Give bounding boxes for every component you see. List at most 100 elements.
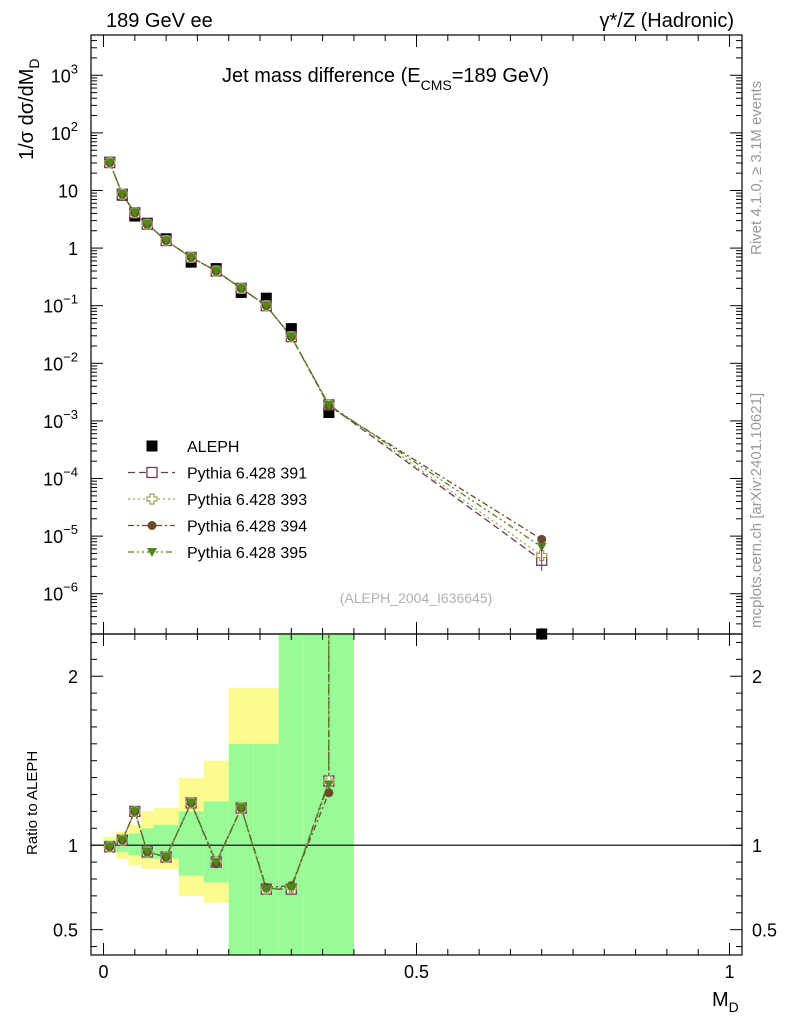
ratio-mc-point	[142, 847, 153, 857]
main-title: Jet mass difference (ECMS=189 GeV)	[222, 65, 549, 93]
main-y-tick-label: 10−6	[43, 580, 78, 605]
main-y-tick-label-exponent: −5	[63, 522, 78, 537]
marker-triangle	[286, 332, 297, 342]
main-y-tick-label-base: 10	[43, 354, 63, 374]
main-y-tick-label-base: 10	[43, 297, 63, 317]
main-mc-point	[142, 220, 153, 230]
x-tick-label: 1	[724, 962, 734, 982]
marker-triangle	[129, 208, 140, 218]
marker-circle	[324, 788, 334, 798]
main-y-axis-label: 1/σ dσ/dMD	[16, 58, 42, 160]
marker-triangle	[142, 847, 153, 857]
ratio-series-markers	[104, 775, 335, 895]
main-mc-point	[211, 267, 222, 277]
main-y-tick-label-base: 1	[68, 239, 78, 259]
main-y-tick-label: 10−2	[43, 349, 78, 374]
main-y-tick-label-exponent: −2	[63, 349, 78, 364]
ratio-series-line	[109, 780, 330, 890]
main-y-tick-label: 10	[58, 181, 78, 201]
rivet-version-label: Rivet 4.1.0, ≥ 3.1M events	[748, 81, 765, 255]
ratio-mc-point	[129, 807, 140, 817]
marker-triangle	[161, 236, 172, 246]
marker-triangle	[236, 284, 247, 294]
main-y-tick-label: 10−1	[43, 292, 78, 317]
marker-square	[260, 292, 272, 304]
marker-square	[146, 440, 158, 452]
mcplots-label: mcplots.cern.ch [arXiv:2401.10621]	[748, 393, 765, 628]
marker-triangle	[211, 267, 222, 277]
x-axis-label: MD	[712, 989, 739, 1015]
ratio-mc-point	[211, 858, 222, 868]
main-mc-point	[161, 236, 172, 246]
marker-triangle	[129, 807, 140, 817]
x-axis-label-subscript: D	[729, 999, 739, 1015]
main-title-end: =189 GeV)	[452, 65, 549, 87]
legend-label: Pythia 6.428 391	[187, 466, 307, 483]
main-y-axis-label-subscript: D	[26, 58, 42, 68]
marker-triangle	[286, 883, 297, 893]
main-y-tick-label: 10−5	[43, 522, 78, 547]
ratio-y-axis-label: Ratio to ALEPH	[24, 751, 41, 855]
marker-triangle	[117, 190, 128, 200]
main-mc-point	[104, 158, 115, 168]
main-series-markers	[104, 156, 548, 640]
marker-triangle	[186, 798, 197, 808]
ratio-panel: 0.5 0.5 1 1 2 2 0 0.5 1	[53, 633, 777, 982]
legend-marker	[146, 466, 158, 479]
main-y-tick-label-exponent: −6	[63, 580, 78, 595]
ratio-mc-point	[323, 780, 334, 790]
main-y-tick-label-exponent: −3	[63, 407, 78, 422]
main-y-tick-label: 103	[51, 61, 78, 86]
main-mc-point	[129, 208, 140, 218]
marker-triangle	[236, 804, 247, 814]
main-y-tick-label: 102	[51, 119, 78, 144]
ratio-y-tick-label-right: 1	[752, 836, 762, 856]
main-y-tick-label-base: 10	[51, 66, 71, 86]
ratio-mc-point	[324, 788, 334, 798]
ratio-y-tick-label: 0.5	[53, 921, 78, 941]
main-y-tick-label-base: 10	[43, 470, 63, 490]
marker-triangle	[104, 842, 115, 852]
legend-marker	[147, 521, 157, 530]
marker-circle	[147, 521, 157, 530]
analysis-watermark: (ALEPH_2004_I636645)	[340, 590, 493, 606]
legend-label: Pythia 6.428 395	[187, 545, 307, 562]
ratio-uncertainty-bands	[103, 634, 354, 955]
main-y-tick-label-base: 10	[43, 585, 63, 605]
main-y-axis-label-text: 1/σ dσ/dM	[16, 69, 38, 160]
main-data-point	[285, 323, 297, 335]
main-title-subscript: CMS	[421, 77, 452, 93]
legend-label: Pythia 6.428 394	[187, 519, 307, 536]
main-mc-point	[286, 332, 297, 342]
main-y-tick-label-base: 10	[43, 527, 63, 547]
ratio-band-green	[228, 743, 254, 955]
marker-triangle	[104, 158, 115, 168]
main-title-text: Jet mass difference (E	[222, 65, 421, 87]
marker-triangle	[261, 885, 272, 895]
main-y-tick-label-base: 10	[51, 124, 71, 144]
ratio-mc-point	[186, 798, 197, 808]
marker-square	[323, 406, 335, 418]
ratio-band-green	[278, 634, 304, 955]
ratio-band-green	[253, 743, 279, 955]
marker-triangle	[261, 301, 272, 311]
legend-label: ALEPH	[187, 439, 239, 456]
main-mc-point	[236, 284, 247, 294]
marker-triangle	[211, 858, 222, 868]
ratio-y-tick-label-right: 2	[752, 667, 762, 687]
main-mc-point	[261, 301, 272, 311]
marker-open-cross	[146, 493, 158, 505]
marker-open-square	[146, 466, 158, 479]
x-tick-label: 0.5	[404, 962, 429, 982]
marker-triangle	[323, 780, 334, 790]
main-data-point	[323, 406, 335, 418]
ratio-y-tick-label-right: 0.5	[752, 921, 777, 941]
ratio-mc-point	[236, 804, 247, 814]
main-mc-point	[117, 190, 128, 200]
main-y-tick-label-exponent: 2	[71, 119, 78, 134]
main-y-tick-label: 1	[68, 239, 78, 259]
ratio-y-tick-label: 1	[68, 836, 78, 856]
ratio-mc-point	[117, 836, 128, 846]
